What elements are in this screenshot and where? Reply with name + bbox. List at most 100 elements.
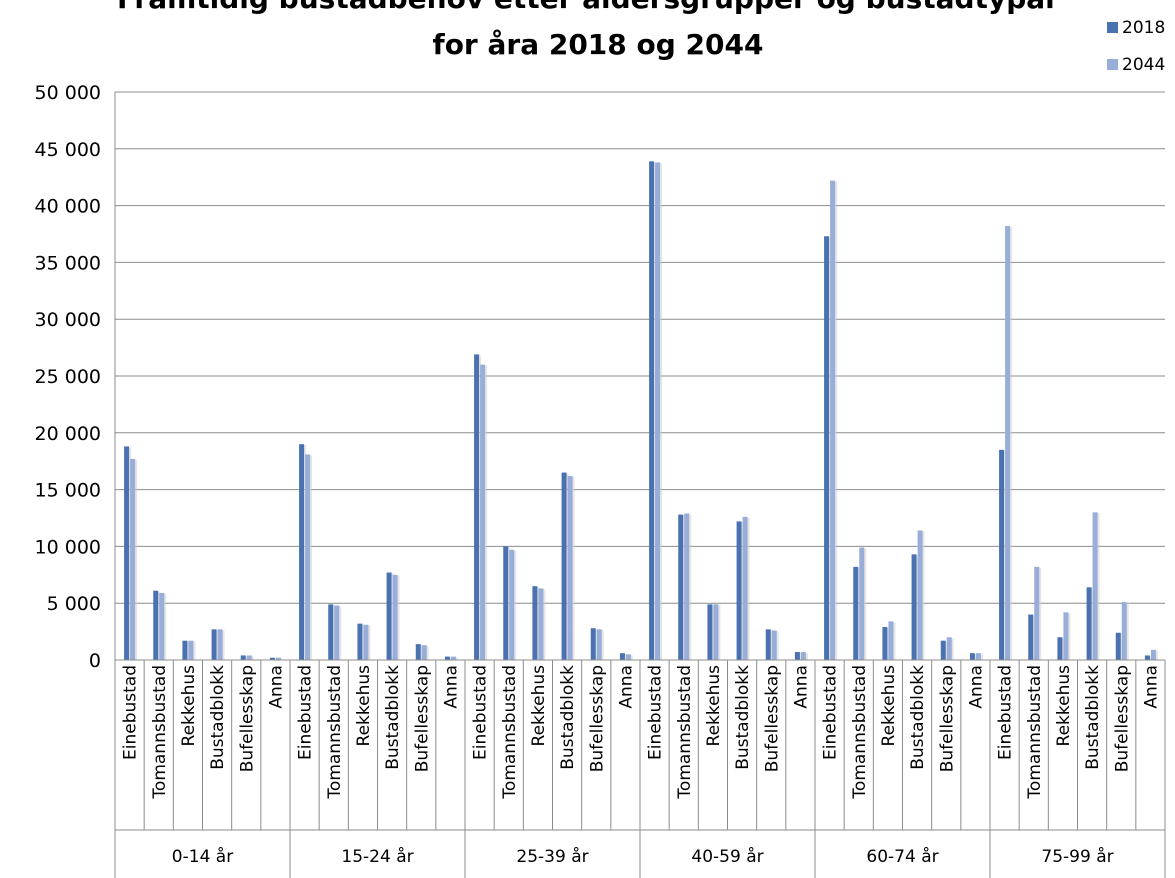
bar-2044 [1121,602,1127,660]
bar-2044 [334,605,340,660]
x-category-label: Rekkehus [1054,665,1074,747]
x-category-label: Bufellesskap [237,665,257,772]
x-category-label: Einebustad [996,665,1016,760]
bar-2018 [853,566,859,660]
legend: 2018 2044 [1107,18,1165,75]
x-category-label: Bustadblokk [733,665,753,770]
x-category-label: Einebustad [121,665,141,760]
chart-title-line-2: for åra 2018 og 2044 [433,28,764,61]
bar-2018 [299,444,305,660]
bar-2018 [911,554,917,660]
bar-2044 [800,652,806,660]
chart-title-line-1: Framtidig bustadbehov etter aldersgruppe… [117,0,1059,15]
bar-2018 [590,628,596,660]
bar-2018 [707,604,713,660]
bar-2044 [450,656,456,660]
bar-2044 [275,657,281,660]
bar-2018 [444,656,450,660]
bar-2044 [859,547,865,660]
bar-2018 [182,640,188,660]
bar-2018 [619,653,625,660]
bar-2018 [736,521,742,660]
bar-2044 [188,640,194,660]
x-category-label: Tomannsbustad [150,665,170,800]
bar-2018 [561,472,567,660]
x-category-label: Bufellesskap [1112,665,1132,772]
bar-2044 [305,454,311,660]
bar-2044 [684,513,690,660]
bar-2018 [474,354,480,660]
x-category-label: Rekkehus [179,665,199,747]
bar-2044 [392,574,398,660]
y-tick-label: 40 000 [35,196,101,218]
bar-2018 [1115,632,1121,660]
bar-2044 [830,180,836,660]
bar-2044 [1034,566,1040,660]
bar-2018 [503,546,509,660]
bar-2044 [946,637,952,660]
y-axis-tick-labels: 0 5 000 10 000 15 000 20 000 25 000 30 000 35 0… [35,82,101,672]
bar-2044 [217,629,223,660]
bar-2044 [480,364,486,660]
bar-2044 [1150,649,1156,660]
bar-2018 [940,640,946,660]
bar-2018 [240,655,246,660]
x-category-label: Tomannsbustad [1025,665,1045,800]
x-category-label: Bustadblokk [908,665,928,770]
bar-2044 [567,475,573,660]
x-category-label: Bustadblokk [208,665,228,770]
x-category-label: Anna [441,665,461,709]
gridlines [114,91,1165,661]
x-category-label: Einebustad [471,665,491,760]
bar-2044 [917,530,923,660]
legend-swatch [1107,59,1118,70]
y-tick-label: 30 000 [35,309,101,331]
x-group-label: 60-74 år [866,846,938,867]
x-category-label: Tomannsbustad [325,665,345,800]
x-category-label: Bufellesskap [762,665,782,772]
x-group-label: 40-59 år [691,846,763,867]
x-axis [114,659,1166,878]
x-group-label: 15-24 år [341,846,413,867]
y-tick-label: 15 000 [35,480,101,502]
x-category-label: Rekkehus [354,665,374,747]
bar-2018 [882,627,888,660]
bar-2044 [421,645,427,660]
y-tick-label: 50 000 [35,82,101,104]
bar-2018 [999,449,1005,660]
x-category-label: Rekkehus [529,665,549,747]
bar-2018 [386,572,392,660]
x-category-label: Anna [1141,665,1161,709]
bar-2044 [975,653,981,660]
bar-2018 [153,590,159,660]
y-tick-label: 35 000 [35,252,101,274]
x-category-label: Anna [616,665,636,709]
y-tick-label: 25 000 [35,366,101,388]
bars [124,161,1158,660]
y-tick-label: 0 [89,650,101,672]
x-category-label: Einebustad [646,665,666,760]
y-tick-label: 5 000 [47,593,101,615]
x-category-label: Anna [966,665,986,709]
bar-2044 [742,516,748,660]
legend-label: 2044 [1122,55,1165,75]
bar-2044 [625,654,631,660]
bar-2018 [211,629,217,660]
bar-2018 [649,161,655,660]
bar-2044 [888,621,894,660]
x-axis-category-labels: Einebustad Tomannsbustad Rekkehus Bustadblo… [121,665,1162,867]
x-category-label: Einebustad [296,665,316,760]
bar-2044 [130,458,136,660]
legend-label: 2018 [1122,18,1165,38]
bar-2018 [269,657,275,660]
bar-2018 [1144,655,1150,660]
x-category-label: Bustadblokk [1083,665,1103,770]
x-group-label: 25-39 år [516,846,588,867]
bar-2018 [765,629,771,660]
x-group-label: 0-14 år [172,846,233,867]
bar-2018 [357,623,363,660]
bar-2044 [363,624,369,660]
x-category-label: Rekkehus [704,665,724,747]
bar-2044 [771,630,777,660]
